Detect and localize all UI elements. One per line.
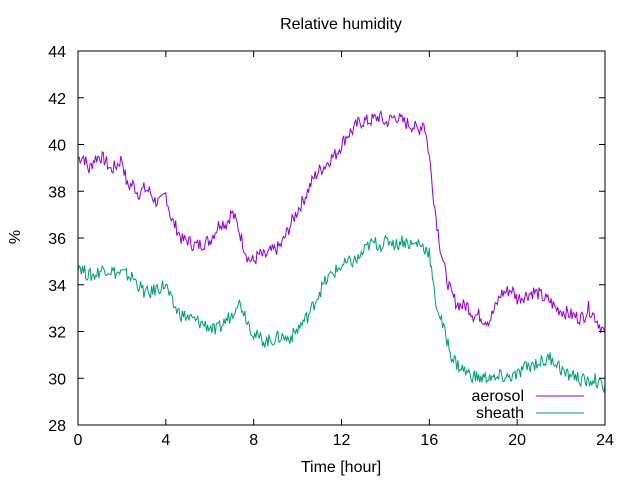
series-line-sheath	[77, 234, 606, 394]
chart-title: Relative humidity	[280, 16, 402, 33]
y-tick-label: 42	[48, 91, 66, 108]
x-tick-label: 12	[333, 432, 351, 449]
y-tick-label: 38	[48, 184, 66, 201]
series-line-aerosol	[77, 109, 606, 334]
x-tick-label: 4	[161, 432, 170, 449]
x-tick-label: 0	[74, 432, 83, 449]
y-tick-label: 36	[48, 231, 66, 248]
x-tick-label: 16	[420, 432, 438, 449]
y-tick-label: 30	[48, 371, 66, 388]
y-tick-label: 32	[48, 325, 66, 342]
plot-area: 0 4 8 12 16 20 24 28 30 32 34 36 38 40 42 44	[48, 44, 614, 449]
y-axis-label: %	[7, 230, 24, 244]
y-tick-label: 34	[48, 278, 66, 295]
x-tick-label: 24	[596, 432, 614, 449]
x-axis-label: Time [hour]	[301, 459, 381, 476]
x-tick-label: 8	[249, 432, 258, 449]
y-tick-label: 40	[48, 138, 66, 155]
y-tick-label: 28	[48, 418, 66, 435]
x-tick-label: 20	[508, 432, 526, 449]
y-tick-label: 44	[48, 44, 66, 61]
legend-label-sheath: sheath	[476, 405, 524, 422]
legend-label-aerosol: aerosol	[472, 388, 524, 405]
